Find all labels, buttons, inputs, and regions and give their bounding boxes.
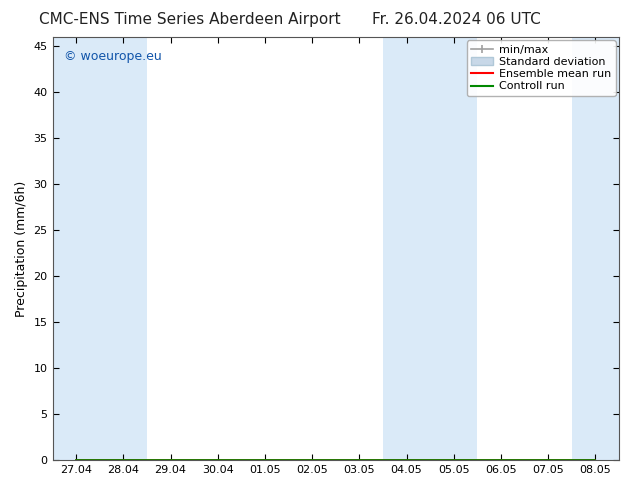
Bar [53,37,100,460]
Bar [572,37,619,460]
Text: Fr. 26.04.2024 06 UTC: Fr. 26.04.2024 06 UTC [372,12,541,27]
Bar [383,37,430,460]
Y-axis label: Precipitation (mm/6h): Precipitation (mm/6h) [15,180,28,317]
Legend: min/max, Standard deviation, Ensemble mean run, Controll run: min/max, Standard deviation, Ensemble me… [467,40,616,96]
Bar [100,37,147,460]
Bar [430,37,477,460]
Text: CMC-ENS Time Series Aberdeen Airport: CMC-ENS Time Series Aberdeen Airport [39,12,341,27]
Text: © woeurope.eu: © woeurope.eu [64,50,162,63]
